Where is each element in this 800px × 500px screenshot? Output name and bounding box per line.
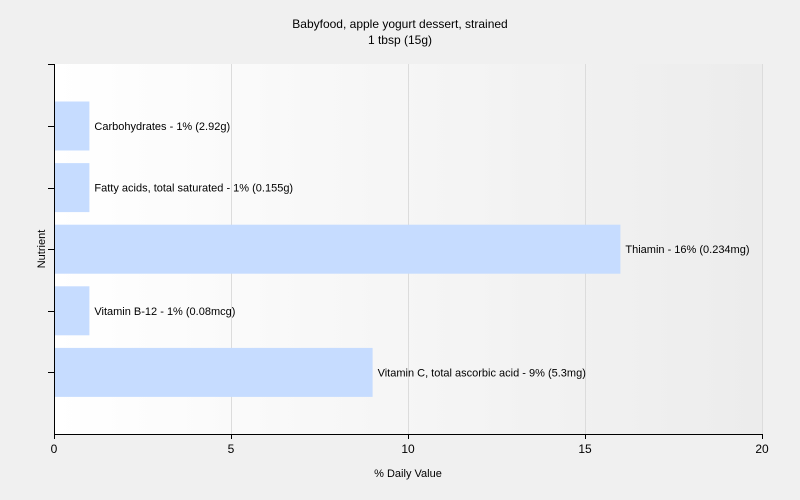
bar xyxy=(54,163,90,213)
x-tick-label: 0 xyxy=(51,442,58,456)
x-tick-label: 10 xyxy=(401,442,415,456)
bar xyxy=(54,286,90,336)
data-label: Vitamin C, total ascorbic acid - 9% (5.3… xyxy=(378,367,586,379)
data-label: Carbohydrates - 1% (2.92g) xyxy=(94,121,230,133)
chart-title: Babyfood, apple yogurt dessert, strained xyxy=(292,17,507,31)
y-axis-label: Nutrient xyxy=(36,230,48,269)
data-label: Fatty acids, total saturated - 1% (0.155… xyxy=(94,183,293,195)
data-label: Vitamin B-12 - 1% (0.08mcg) xyxy=(94,306,235,318)
chart-subtitle: 1 tbsp (15g) xyxy=(368,33,432,47)
bar xyxy=(54,224,621,274)
data-labels: Carbohydrates - 1% (2.92g) Fatty acids, t… xyxy=(94,121,749,379)
data-label: Thiamin - 16% (0.234mg) xyxy=(625,244,749,256)
axes: 0 5 10 15 20 xyxy=(48,64,769,456)
x-axis-label: % Daily Value xyxy=(374,468,442,480)
bar xyxy=(54,101,90,151)
bar xyxy=(54,347,373,397)
x-tick-label: 15 xyxy=(578,442,592,456)
x-tick-label: 20 xyxy=(755,442,769,456)
bars xyxy=(54,101,621,397)
x-tick-label: 5 xyxy=(228,442,235,456)
